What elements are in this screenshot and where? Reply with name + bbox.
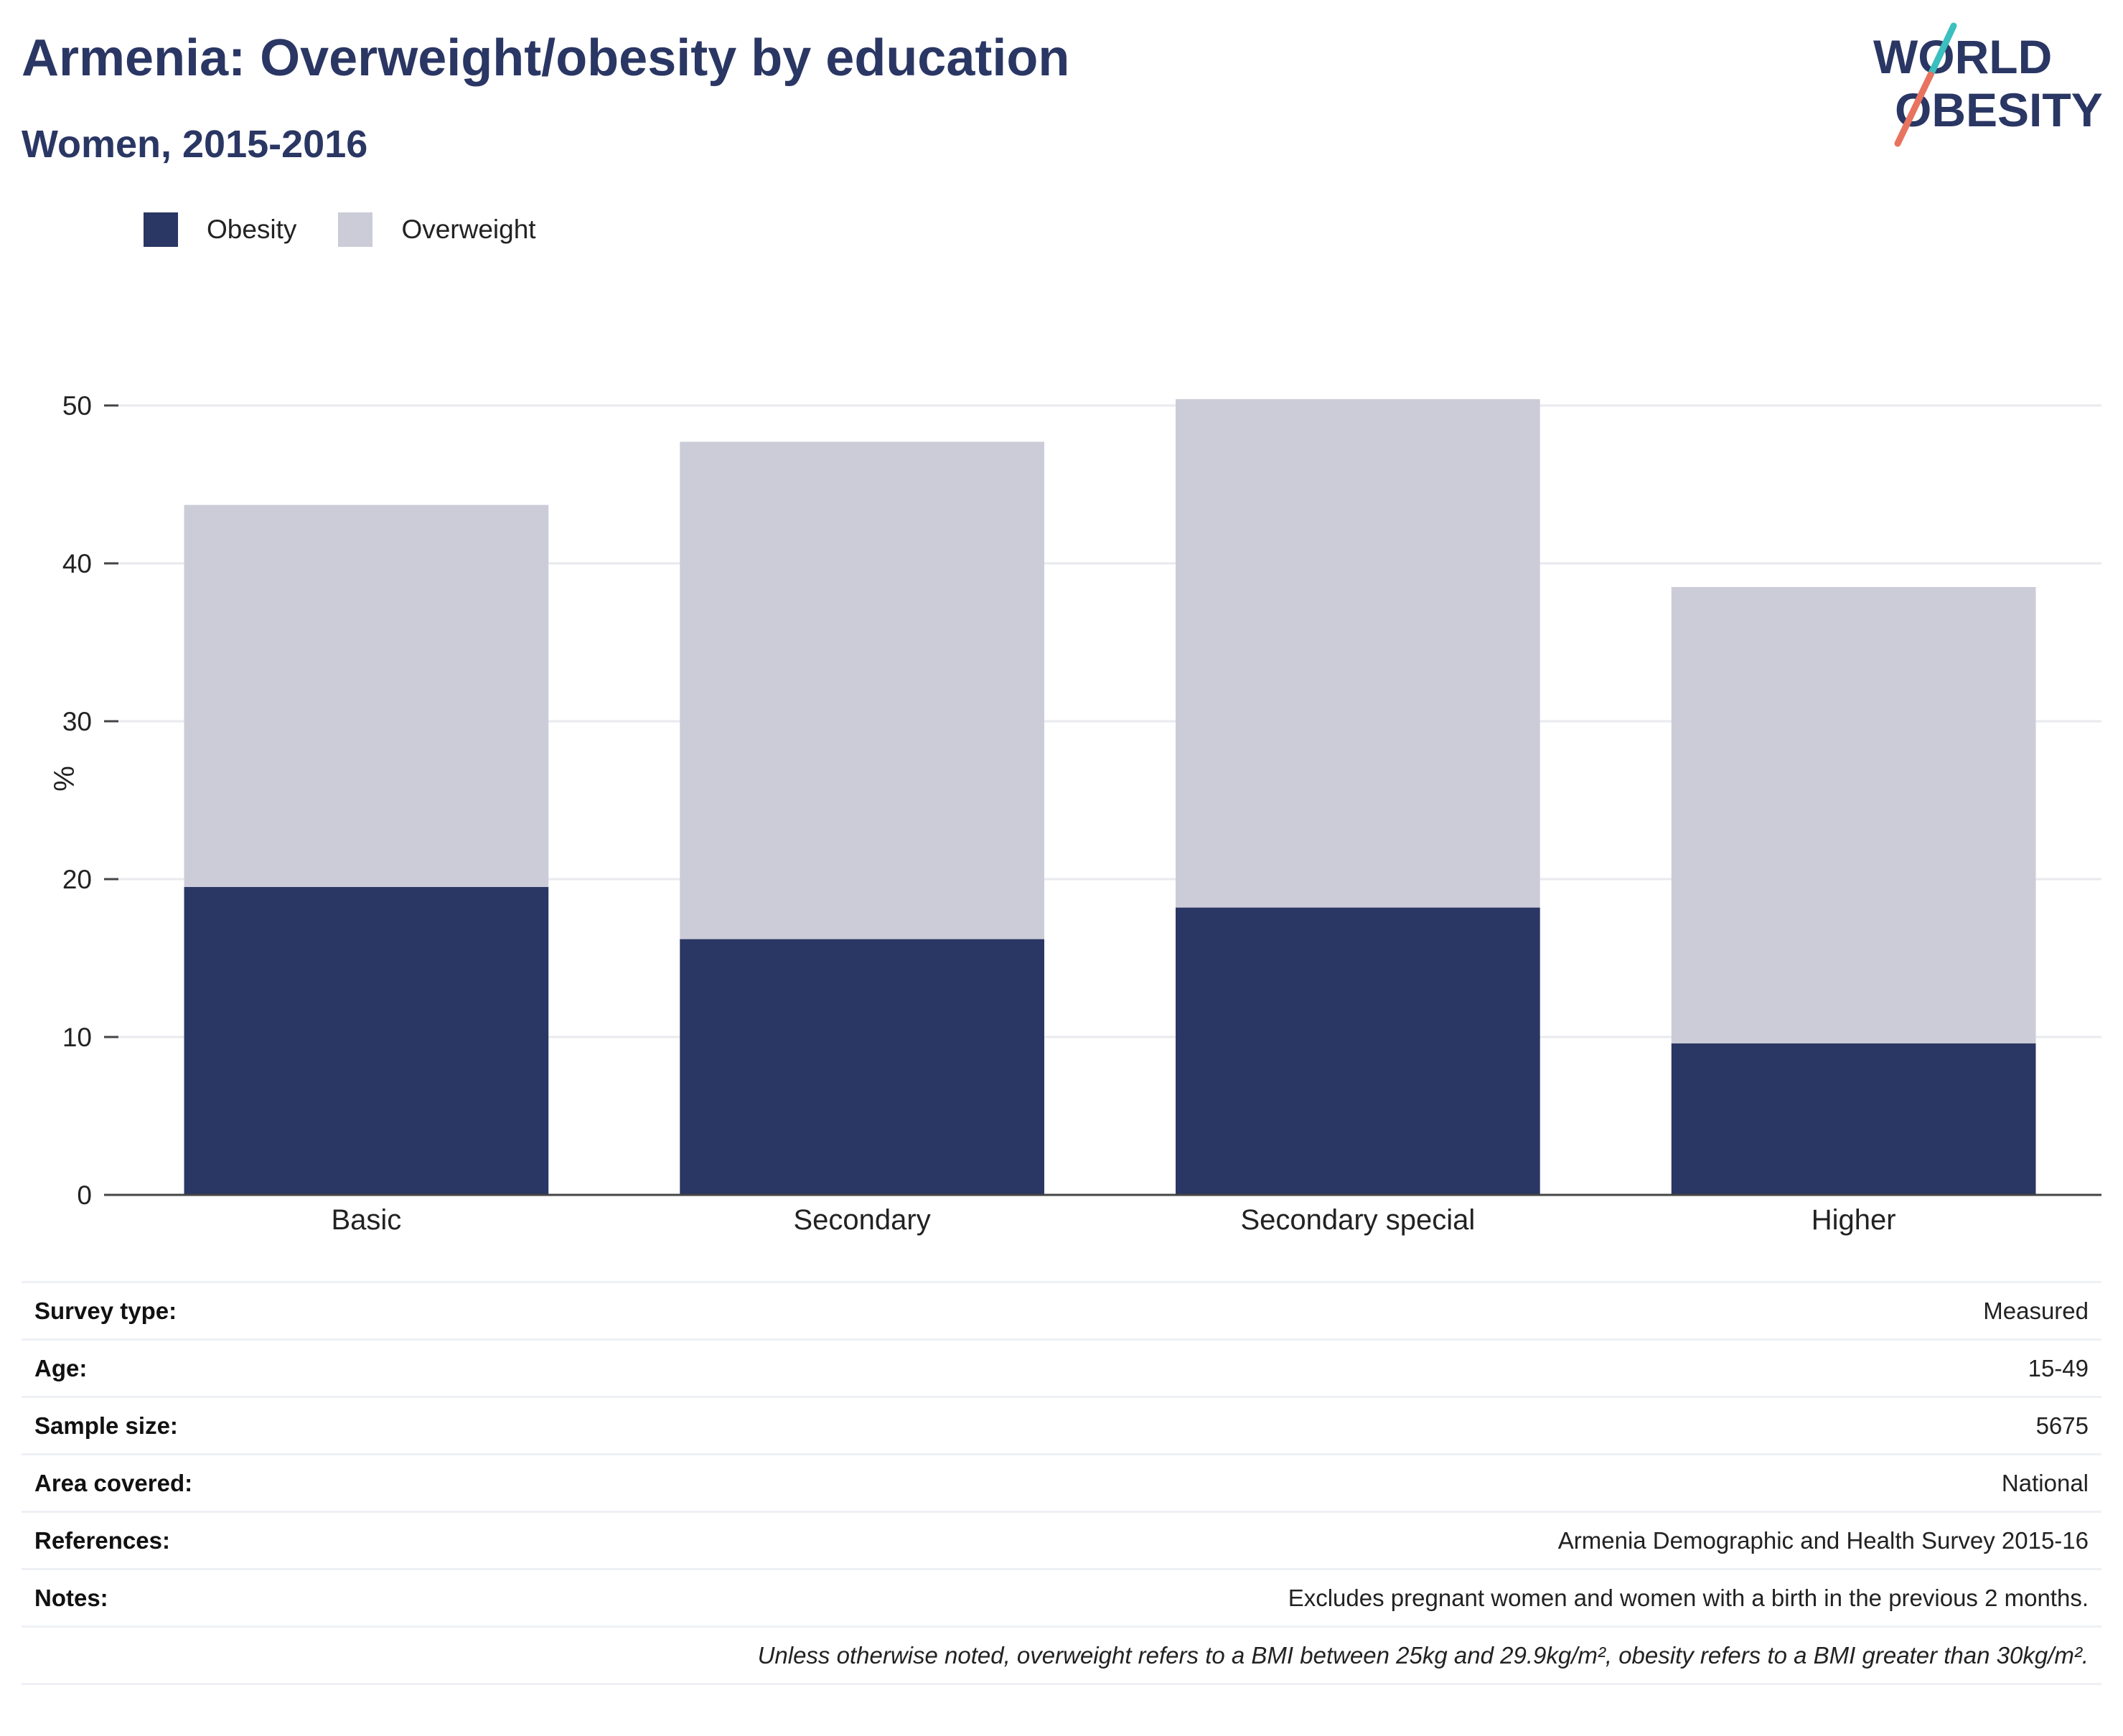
info-value-sample-size: 5675 (2035, 1412, 2089, 1439)
legend-label-obesity: Obesity (207, 215, 297, 244)
table-row: Sample size: 5675 (22, 1397, 2101, 1455)
chart-subtitle: Women, 2015-2016 (22, 123, 368, 166)
legend-item-overweight[interactable]: Overweight (338, 212, 536, 247)
bar-overweight-secondary (680, 441, 1044, 939)
info-label-notes: Notes: (34, 1584, 108, 1611)
bar-obesity-basic (184, 887, 549, 1195)
svg-text:OBESITY: OBESITY (1895, 83, 2103, 136)
info-label-references: References: (34, 1526, 170, 1554)
chart-legend: Obesity Overweight (144, 212, 578, 247)
y-tick-label: 20 (62, 865, 92, 894)
x-tick-label: Higher (1812, 1204, 1896, 1236)
x-tick-label: Secondary special (1240, 1204, 1475, 1236)
stacked-bar-chart: 0 10 20 30 40 50% Basic Secondary Secondary spec… (47, 391, 2101, 1236)
bmi-footnote: Unless otherwise noted, overweight refer… (757, 1641, 2089, 1669)
table-row: Unless otherwise noted, overweight refer… (22, 1626, 2101, 1684)
y-tick-label: 40 (62, 549, 92, 578)
table-row: References: Armenia Demographic and Heal… (22, 1511, 2101, 1570)
table-row: Notes: Excludes pregnant women and women… (22, 1569, 2101, 1627)
info-value-notes: Excludes pregnant women and women with a… (1288, 1584, 2089, 1611)
survey-info-table: Survey type: Measured Age: 15-49 Sample … (22, 1281, 2101, 1685)
info-label-sample-size: Sample size: (34, 1412, 178, 1439)
info-label-age: Age: (34, 1354, 88, 1381)
y-axis-label: % (47, 766, 79, 792)
bar-obesity-higher (1671, 1043, 2036, 1195)
bar-overweight-higher (1671, 587, 2036, 1043)
y-tick-label: 30 (62, 707, 92, 736)
info-value-age: 15-49 (2028, 1354, 2089, 1381)
legend-swatch-overweight (338, 212, 373, 247)
bar-obesity-secondary (680, 939, 1044, 1195)
info-label-survey-type: Survey type: (34, 1297, 177, 1324)
svg-text:WORLD: WORLD (1873, 30, 2052, 83)
table-row: Age: 15-49 (22, 1339, 2101, 1397)
x-tick-label: Secondary (794, 1204, 931, 1236)
table-row: Survey type: Measured (22, 1282, 2101, 1340)
bar-overweight-basic (184, 505, 549, 887)
chart-title: Armenia: Overweight/obesity by education (22, 29, 1070, 87)
y-tick-label: 10 (62, 1023, 92, 1052)
legend-label-overweight: Overweight (401, 215, 536, 244)
legend-swatch-obesity (144, 212, 178, 247)
legend-item-obesity[interactable]: Obesity (144, 212, 296, 247)
info-label-area-covered: Area covered: (34, 1469, 193, 1496)
bar-obesity-secondary-special (1176, 907, 1540, 1195)
info-value-survey-type: Measured (1983, 1297, 2089, 1324)
y-tick-label: 50 (62, 391, 92, 421)
info-value-references: Armenia Demographic and Health Survey 20… (1557, 1526, 2089, 1554)
bar-overweight-secondary-special (1176, 399, 1540, 908)
world-obesity-logo: WORLD OBESITY (1873, 22, 2110, 154)
table-row: Area covered: National (22, 1454, 2101, 1512)
y-tick-label: 0 (77, 1181, 92, 1210)
info-value-area-covered: National (2001, 1469, 2089, 1496)
x-tick-label: Basic (331, 1204, 401, 1236)
